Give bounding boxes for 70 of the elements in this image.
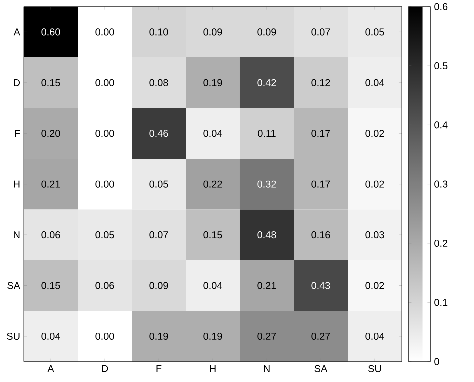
data-label: 0.22 xyxy=(204,180,222,188)
color-bar-label: 0 xyxy=(434,358,440,366)
data-label: 0.05 xyxy=(366,28,384,36)
data-label: 0.15 xyxy=(42,282,60,290)
x-tick-label: H xyxy=(210,365,216,372)
data-label: 0.19 xyxy=(204,79,222,87)
data-label: 0.20 xyxy=(42,130,60,138)
data-label: 0.00 xyxy=(96,333,114,340)
data-label: 0.02 xyxy=(366,282,384,290)
data-label: 0.09 xyxy=(204,28,222,36)
x-tick-label: SA xyxy=(314,365,328,372)
data-label: 0.00 xyxy=(96,28,114,36)
data-label: 0.42 xyxy=(258,79,276,87)
data-label: 0.32 xyxy=(258,180,276,188)
data-label: 0.46 xyxy=(150,130,168,138)
data-label: 0.04 xyxy=(204,130,222,138)
y-tick-label: A xyxy=(14,28,20,36)
data-label: 0.03 xyxy=(366,232,384,239)
color-bar-label: 0.4 xyxy=(434,122,448,129)
data-label: 0.06 xyxy=(42,232,60,239)
x-tick-label: D xyxy=(102,365,108,372)
data-label: 0.08 xyxy=(150,79,168,87)
data-label: 0.07 xyxy=(312,28,330,36)
data-label: 0.11 xyxy=(258,130,276,138)
data-label: 0.19 xyxy=(204,333,222,340)
data-label: 0.10 xyxy=(150,28,168,36)
data-label: 0.43 xyxy=(312,282,330,290)
data-label: 0.48 xyxy=(258,232,276,239)
data-label: 0.00 xyxy=(96,130,114,138)
y-tick-label: SU xyxy=(7,333,20,340)
data-label: 0.17 xyxy=(312,180,330,188)
y-tick-label: SA xyxy=(8,282,20,290)
y-tick-label: N xyxy=(14,232,20,239)
data-label: 0.05 xyxy=(96,232,114,239)
color-bar-label: 0.2 xyxy=(434,240,448,248)
data-label: 0.04 xyxy=(366,79,384,87)
x-tick-label: N xyxy=(264,365,270,372)
color-bar-label: 0.5 xyxy=(434,62,448,70)
data-label: 0.04 xyxy=(204,282,222,290)
data-label: 0.21 xyxy=(42,180,60,188)
y-tick-label: H xyxy=(14,180,20,188)
data-label: 0.60 xyxy=(42,28,60,36)
x-tick-label: SU xyxy=(368,365,382,372)
data-label: 0.15 xyxy=(204,232,222,239)
data-label: 0.19 xyxy=(150,333,168,340)
data-label: 0.00 xyxy=(96,79,114,87)
y-tick-label: D xyxy=(14,80,20,86)
data-label: 0.04 xyxy=(366,333,384,340)
data-label: 0.09 xyxy=(150,282,168,290)
y-tick-label: F xyxy=(15,130,20,138)
data-label: 0.04 xyxy=(42,333,60,340)
data-label: 0.15 xyxy=(42,79,60,87)
data-label: 0.02 xyxy=(366,180,384,188)
data-label: 0.27 xyxy=(258,333,276,340)
color-bar-label: 0.6 xyxy=(434,3,448,10)
color-bar-label: 0.1 xyxy=(434,299,448,306)
data-label: 0.27 xyxy=(312,333,330,340)
data-label: 0.21 xyxy=(258,282,276,290)
data-label: 0.07 xyxy=(150,232,168,239)
data-label: 0.00 xyxy=(96,180,114,188)
data-label: 0.09 xyxy=(258,28,276,36)
x-tick-label: A xyxy=(48,365,54,372)
color-bar-label: 0.3 xyxy=(434,180,448,188)
data-label: 0.05 xyxy=(150,180,168,188)
data-label: 0.17 xyxy=(312,130,330,138)
x-tick-label: F xyxy=(156,365,162,372)
data-label: 0.02 xyxy=(366,130,384,138)
data-label: 0.16 xyxy=(312,232,330,239)
data-label: 0.12 xyxy=(312,79,330,87)
data-label: 0.06 xyxy=(96,282,114,290)
